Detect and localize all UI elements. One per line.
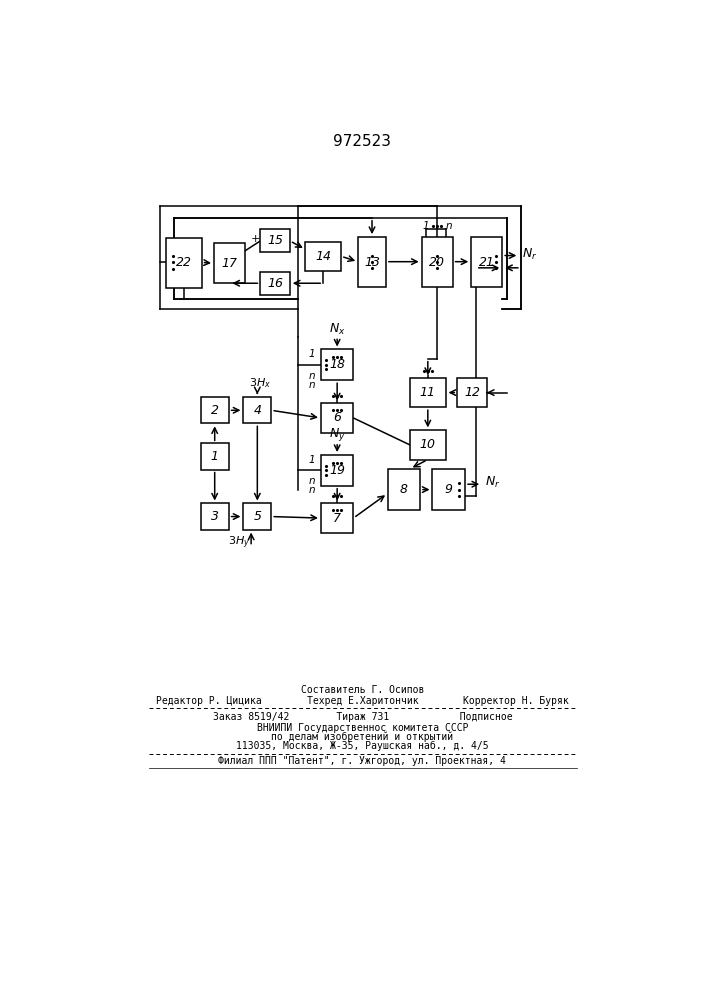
Text: n: n: [308, 485, 315, 495]
Text: 18: 18: [329, 358, 345, 371]
Text: $3H_x$: $3H_x$: [250, 376, 271, 390]
Bar: [260, 229, 290, 252]
Text: 19: 19: [329, 464, 345, 477]
Text: 21: 21: [479, 256, 495, 269]
Bar: [321, 349, 354, 380]
Text: 16: 16: [267, 277, 283, 290]
Text: Техред Е.Харитончик: Техред Е.Харитончик: [307, 696, 418, 706]
Text: 2: 2: [211, 404, 218, 417]
Text: 6: 6: [333, 411, 341, 424]
Bar: [472, 237, 502, 287]
Text: 14: 14: [315, 250, 331, 263]
Bar: [243, 503, 271, 530]
Bar: [321, 503, 354, 533]
Bar: [321, 403, 354, 433]
Text: 13: 13: [364, 256, 380, 269]
Bar: [321, 455, 354, 486]
Text: Филиал ППП "Патент", г. Ужгород, ул. Проектная, 4: Филиал ППП "Патент", г. Ужгород, ул. Про…: [218, 756, 506, 766]
Bar: [260, 272, 290, 295]
Text: 4: 4: [253, 404, 262, 417]
Text: $N_r$: $N_r$: [522, 246, 538, 262]
Text: Заказ 8519/42        Тираж 731            Подписное: Заказ 8519/42 Тираж 731 Подписное: [213, 712, 512, 722]
Text: 10: 10: [420, 438, 436, 451]
Text: $N_y$: $N_y$: [329, 426, 346, 443]
Text: $N_x$: $N_x$: [329, 322, 346, 337]
Bar: [457, 378, 486, 407]
Text: Редактор Р. Цицика: Редактор Р. Цицика: [156, 696, 262, 706]
Bar: [201, 503, 228, 530]
Text: $N_r$: $N_r$: [485, 475, 501, 490]
Text: Корректор Н. Буряк: Корректор Н. Буряк: [463, 696, 568, 706]
Bar: [305, 242, 341, 271]
Text: 7: 7: [333, 512, 341, 525]
Text: 20: 20: [429, 256, 445, 269]
Text: n: n: [308, 380, 315, 390]
Text: ВНИИПИ Государственнос комитета СССР: ВНИИПИ Государственнос комитета СССР: [257, 723, 468, 733]
Text: 1: 1: [211, 450, 218, 463]
Text: n: n: [308, 476, 315, 486]
Bar: [433, 469, 465, 510]
Text: 9: 9: [445, 483, 452, 496]
Text: +: +: [250, 234, 259, 244]
Text: 15: 15: [267, 234, 283, 247]
Bar: [410, 430, 445, 460]
Text: 17: 17: [221, 257, 238, 270]
Text: 12: 12: [464, 386, 480, 399]
Text: Составитель Г. Осипов: Составитель Г. Осипов: [300, 685, 424, 695]
Bar: [201, 443, 228, 470]
Bar: [421, 237, 452, 287]
Text: n: n: [308, 371, 315, 381]
Bar: [201, 397, 228, 423]
Text: 11: 11: [420, 386, 436, 399]
Text: 3: 3: [211, 510, 218, 523]
Text: по делам изобретений и открытий: по делам изобретений и открытий: [271, 732, 453, 742]
Text: 113035, Москва, Ж-35, Раушская наб., д. 4/5: 113035, Москва, Ж-35, Раушская наб., д. …: [236, 741, 489, 751]
Text: 1: 1: [422, 221, 429, 231]
Bar: [243, 397, 271, 423]
Bar: [358, 237, 386, 287]
Bar: [166, 238, 201, 288]
Bar: [214, 243, 245, 283]
Text: 22: 22: [176, 256, 192, 269]
Text: 1: 1: [308, 455, 315, 465]
Text: 5: 5: [253, 510, 262, 523]
Text: 972523: 972523: [333, 134, 391, 149]
Bar: [387, 469, 420, 510]
Text: n: n: [445, 221, 452, 231]
Text: 8: 8: [399, 483, 408, 496]
Text: 1: 1: [308, 349, 315, 359]
Text: $3H_y$: $3H_y$: [228, 535, 250, 551]
Bar: [410, 378, 445, 407]
